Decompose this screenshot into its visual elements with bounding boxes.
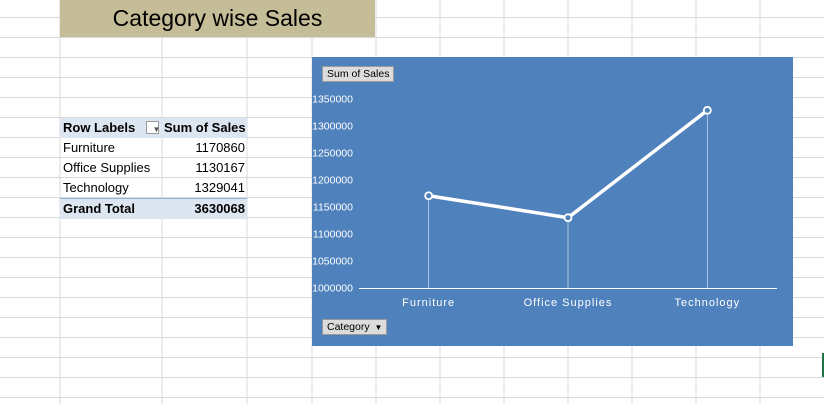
row-label: Furniture (63, 140, 116, 155)
pivot-row-technology[interactable]: Technology 1329041 (60, 178, 247, 198)
pivot-table[interactable]: Row Labels ▼ Sum of Sales Furniture 1170… (60, 118, 247, 219)
pivot-chart[interactable]: 1000000 1050000 1100000 1150000 1200000 12500… (312, 57, 793, 346)
row-value: 1329041 (194, 180, 245, 195)
row-value: 1130167 (195, 160, 245, 175)
sum-of-sales-header: Sum of Sales (164, 120, 246, 135)
category-field-label: Category (327, 321, 370, 333)
x-tick-label: Technology (675, 297, 741, 309)
row-label: Office Supplies (63, 160, 151, 175)
pivot-header-row[interactable]: Row Labels ▼ Sum of Sales (60, 118, 247, 138)
row-value: 1170860 (195, 140, 245, 155)
sheet-title-cell[interactable]: Category wise Sales (60, 0, 375, 37)
pivot-row-furniture[interactable]: Furniture 1170860 (60, 138, 247, 158)
category-field-button[interactable]: Category ▼ (322, 319, 388, 335)
row-label: Technology (63, 180, 129, 195)
x-tick-label: Furniture (402, 297, 455, 309)
dropdown-arrow-icon: ▼ (374, 323, 383, 332)
chart-plot: 1000000 1050000 1100000 1150000 1200000 12500… (312, 94, 777, 309)
data-point-furniture[interactable] (424, 191, 434, 201)
dropdown-arrow-icon: ▼ (152, 125, 161, 134)
y-tick-label: 1100000 (313, 229, 353, 241)
grand-total-value: 3630068 (194, 201, 245, 216)
y-tick-label: 1250000 (312, 148, 353, 160)
selection-edge (822, 353, 824, 377)
y-tick-label: 1050000 (312, 256, 353, 268)
y-tick-label: 1000000 (312, 283, 353, 295)
value-field-button[interactable]: Sum of Sales (322, 66, 395, 82)
x-tick-label: Office Supplies (524, 297, 613, 309)
value-field-label: Sum of Sales (327, 68, 390, 80)
y-tick-label: 1200000 (312, 175, 353, 187)
row-labels-filter-button[interactable]: ▼ (146, 121, 161, 134)
series-line[interactable] (428, 108, 709, 220)
y-tick-label: 1300000 (312, 121, 353, 133)
data-point-office-supplies[interactable] (563, 213, 573, 223)
y-tick-label: 1350000 (312, 94, 353, 106)
data-point-technology[interactable] (702, 105, 712, 115)
grand-total-label: Grand Total (63, 201, 135, 216)
pivot-grand-total-row[interactable]: Grand Total 3630068 (60, 198, 247, 219)
sheet-title: Category wise Sales (112, 5, 323, 31)
y-tick-label: 1150000 (313, 202, 353, 214)
pivot-row-office-supplies[interactable]: Office Supplies 1130167 (60, 158, 247, 178)
row-labels-header: Row Labels (63, 120, 136, 135)
